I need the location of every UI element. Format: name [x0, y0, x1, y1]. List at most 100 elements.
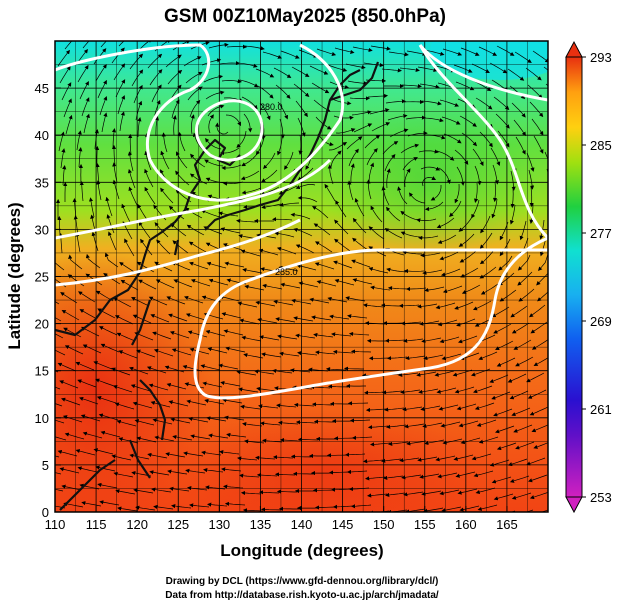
streamline [129, 53, 144, 70]
streamline [529, 203, 534, 224]
streamline [348, 486, 370, 492]
streamline [515, 356, 534, 367]
streamline [203, 74, 224, 83]
streamline [327, 296, 348, 303]
streamline [150, 400, 171, 408]
streamline [298, 134, 303, 155]
streamline [404, 168, 411, 188]
streamline [260, 421, 281, 426]
streamline [185, 468, 206, 474]
streamline [280, 282, 301, 289]
streamline [334, 278, 355, 286]
colorbar-tick-label: 269 [590, 314, 612, 329]
streamline [438, 404, 459, 411]
streamline [187, 86, 203, 101]
x-tick-label: 150 [373, 517, 395, 532]
streamline [67, 274, 85, 287]
streamline [277, 101, 289, 120]
streamline [135, 505, 156, 511]
y-tick-label: 0 [42, 505, 49, 520]
streamline [459, 505, 480, 512]
y-axis-ticks: 0 5 10 15 20 25 30 35 40 45 [35, 81, 61, 520]
streamline [473, 385, 493, 394]
streamline [366, 148, 378, 166]
streamline [309, 384, 331, 390]
streamline [458, 216, 473, 232]
streamline [388, 441, 409, 446]
streamline [496, 442, 517, 451]
streamline [550, 118, 560, 133]
streamline [144, 186, 156, 205]
streamline [153, 348, 174, 357]
x-tick-label: 120 [126, 517, 148, 532]
streamline [122, 221, 133, 240]
streamline [81, 97, 90, 117]
streamline [420, 166, 441, 171]
streamline [242, 421, 263, 427]
streamline [513, 424, 533, 433]
streamline [527, 389, 547, 399]
streamline [423, 117, 444, 123]
streamline [111, 144, 117, 166]
temperature-contours [55, 43, 548, 400]
streamline [537, 291, 548, 302]
streamline [399, 67, 420, 73]
streamline [525, 67, 542, 81]
streamline [207, 347, 228, 354]
streamline [402, 250, 422, 255]
streamline [275, 84, 291, 99]
streamline [134, 419, 155, 426]
streamline [78, 291, 96, 303]
streamline [276, 489, 297, 494]
streamline [220, 380, 241, 387]
streamline [166, 296, 186, 305]
streamline [112, 179, 120, 200]
streamline [61, 309, 80, 321]
streamline [370, 205, 383, 223]
streamline [55, 488, 64, 492]
x-tick-label: 165 [496, 517, 518, 532]
streamline [293, 402, 315, 407]
streamline [368, 162, 374, 183]
streamline [224, 261, 245, 268]
streamline [164, 365, 185, 373]
streamline [325, 367, 347, 372]
streamline [127, 168, 136, 189]
streamline [114, 315, 134, 325]
streamline [115, 489, 136, 495]
streamline [237, 62, 258, 68]
colorbar-tick-label: 285 [590, 138, 612, 153]
streamline [352, 217, 367, 234]
x-tick-label: 160 [455, 517, 477, 532]
streamline [169, 486, 190, 492]
streamline [261, 352, 282, 358]
streamline [471, 453, 492, 461]
streamline [55, 301, 60, 305]
streamline [154, 261, 173, 272]
streamline [101, 112, 108, 133]
streamline [386, 356, 408, 361]
streamline [363, 62, 384, 68]
streamline [474, 182, 479, 203]
streamline [458, 420, 479, 428]
streamline [219, 295, 240, 302]
streamline [456, 166, 465, 186]
streamline [152, 331, 172, 340]
streamline [513, 119, 526, 137]
streamline [454, 149, 469, 165]
streamline [113, 471, 134, 478]
streamline [239, 473, 260, 478]
streamline [418, 388, 439, 394]
streamline [111, 367, 131, 376]
streamline [402, 406, 423, 412]
streamline [278, 420, 299, 425]
streamline [88, 197, 95, 218]
streamline [115, 79, 126, 98]
streamline [169, 330, 190, 339]
streamline [334, 219, 349, 235]
streamline [493, 493, 514, 501]
streamline [533, 357, 548, 367]
contour-label-1: 280.0 [260, 102, 283, 112]
streamline [81, 501, 102, 507]
streamline [441, 116, 461, 125]
